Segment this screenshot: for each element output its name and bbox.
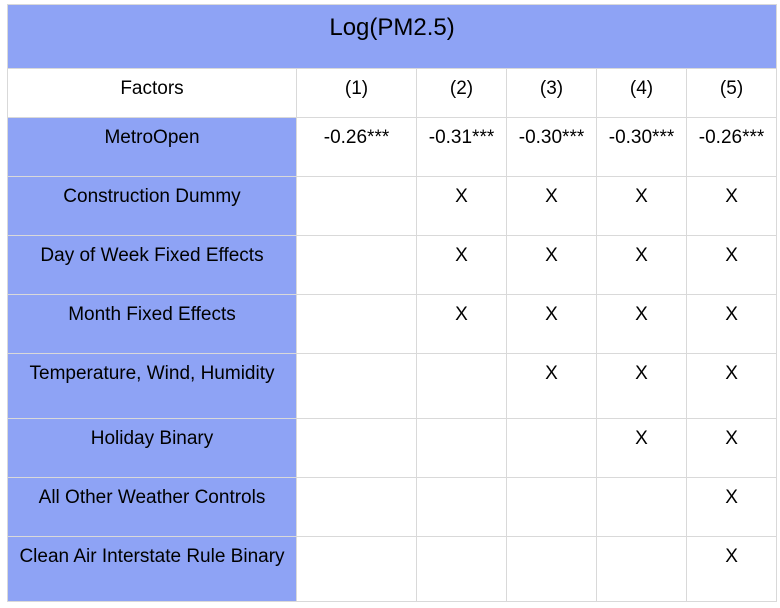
row-label: Day of Week Fixed Effects	[7, 235, 297, 295]
table-cell: X	[685, 418, 778, 478]
table-cell	[506, 418, 597, 478]
header-row: Factors (1) (2) (3) (4) (5)	[7, 68, 778, 118]
table-cell: X	[416, 235, 507, 295]
table-row: MetroOpen -0.26*** -0.31*** -0.30*** -0.…	[7, 117, 778, 177]
table-cell	[296, 477, 417, 537]
table-cell: X	[596, 294, 687, 354]
column-header-5: (5)	[685, 68, 778, 118]
coefficient-cell: -0.30***	[596, 117, 687, 177]
table-row: Day of Week Fixed Effects X X X X	[7, 235, 778, 295]
table-row: Construction Dummy X X X X	[7, 176, 778, 236]
table-cell: X	[506, 294, 597, 354]
table-cell	[416, 418, 507, 478]
table-cell: X	[506, 235, 597, 295]
table-cell: X	[416, 176, 507, 236]
row-label: Holiday Binary	[7, 418, 297, 478]
table-cell: X	[416, 294, 507, 354]
table-cell	[296, 353, 417, 419]
column-header-1: (1)	[296, 68, 417, 118]
table-cell	[416, 477, 507, 537]
row-label: MetroOpen	[7, 117, 297, 177]
table-cell	[296, 536, 417, 602]
row-label: Construction Dummy	[7, 176, 297, 236]
table-cell: X	[685, 176, 778, 236]
table-cell: X	[685, 294, 778, 354]
table-cell: X	[596, 418, 687, 478]
table-cell	[296, 294, 417, 354]
coefficient-cell: -0.30***	[506, 117, 597, 177]
row-label: Clean Air Interstate Rule Binary	[7, 536, 297, 602]
title-row: Log(PM2.5)	[6, 4, 778, 69]
coefficient-cell: -0.26***	[685, 117, 778, 177]
table-cell: X	[685, 353, 778, 419]
row-label: All Other Weather Controls	[7, 477, 297, 537]
table-cell: X	[596, 176, 687, 236]
row-label: Month Fixed Effects	[7, 294, 297, 354]
regression-results-table: Log(PM2.5) Factors (1) (2) (3) (4) (5) M…	[6, 4, 778, 602]
table-cell	[296, 235, 417, 295]
table-cell: X	[506, 353, 597, 419]
table-cell	[506, 477, 597, 537]
table-cell: X	[506, 176, 597, 236]
table-cell	[296, 176, 417, 236]
table-cell: X	[685, 536, 778, 602]
table-row: Holiday Binary X X	[7, 418, 778, 478]
table-cell: X	[685, 477, 778, 537]
column-header-3: (3)	[506, 68, 597, 118]
table-cell	[416, 353, 507, 419]
table-row: All Other Weather Controls X	[7, 477, 778, 537]
table-cell	[296, 418, 417, 478]
coefficient-cell: -0.26***	[296, 117, 417, 177]
coefficient-cell: -0.31***	[416, 117, 507, 177]
table-cell: X	[596, 235, 687, 295]
column-header-4: (4)	[596, 68, 687, 118]
table-cell	[596, 536, 687, 602]
column-header-2: (2)	[416, 68, 507, 118]
table-cell: X	[685, 235, 778, 295]
table-title: Log(PM2.5)	[6, 4, 778, 69]
factors-header: Factors	[7, 68, 297, 118]
table-cell	[596, 477, 687, 537]
table-cell	[506, 536, 597, 602]
table-cell: X	[596, 353, 687, 419]
table-cell	[416, 536, 507, 602]
table-row: Clean Air Interstate Rule Binary X	[7, 536, 778, 602]
table-row: Month Fixed Effects X X X X	[7, 294, 778, 354]
table-row: Temperature, Wind, Humidity X X X	[7, 353, 778, 419]
row-label: Temperature, Wind, Humidity	[7, 353, 297, 419]
